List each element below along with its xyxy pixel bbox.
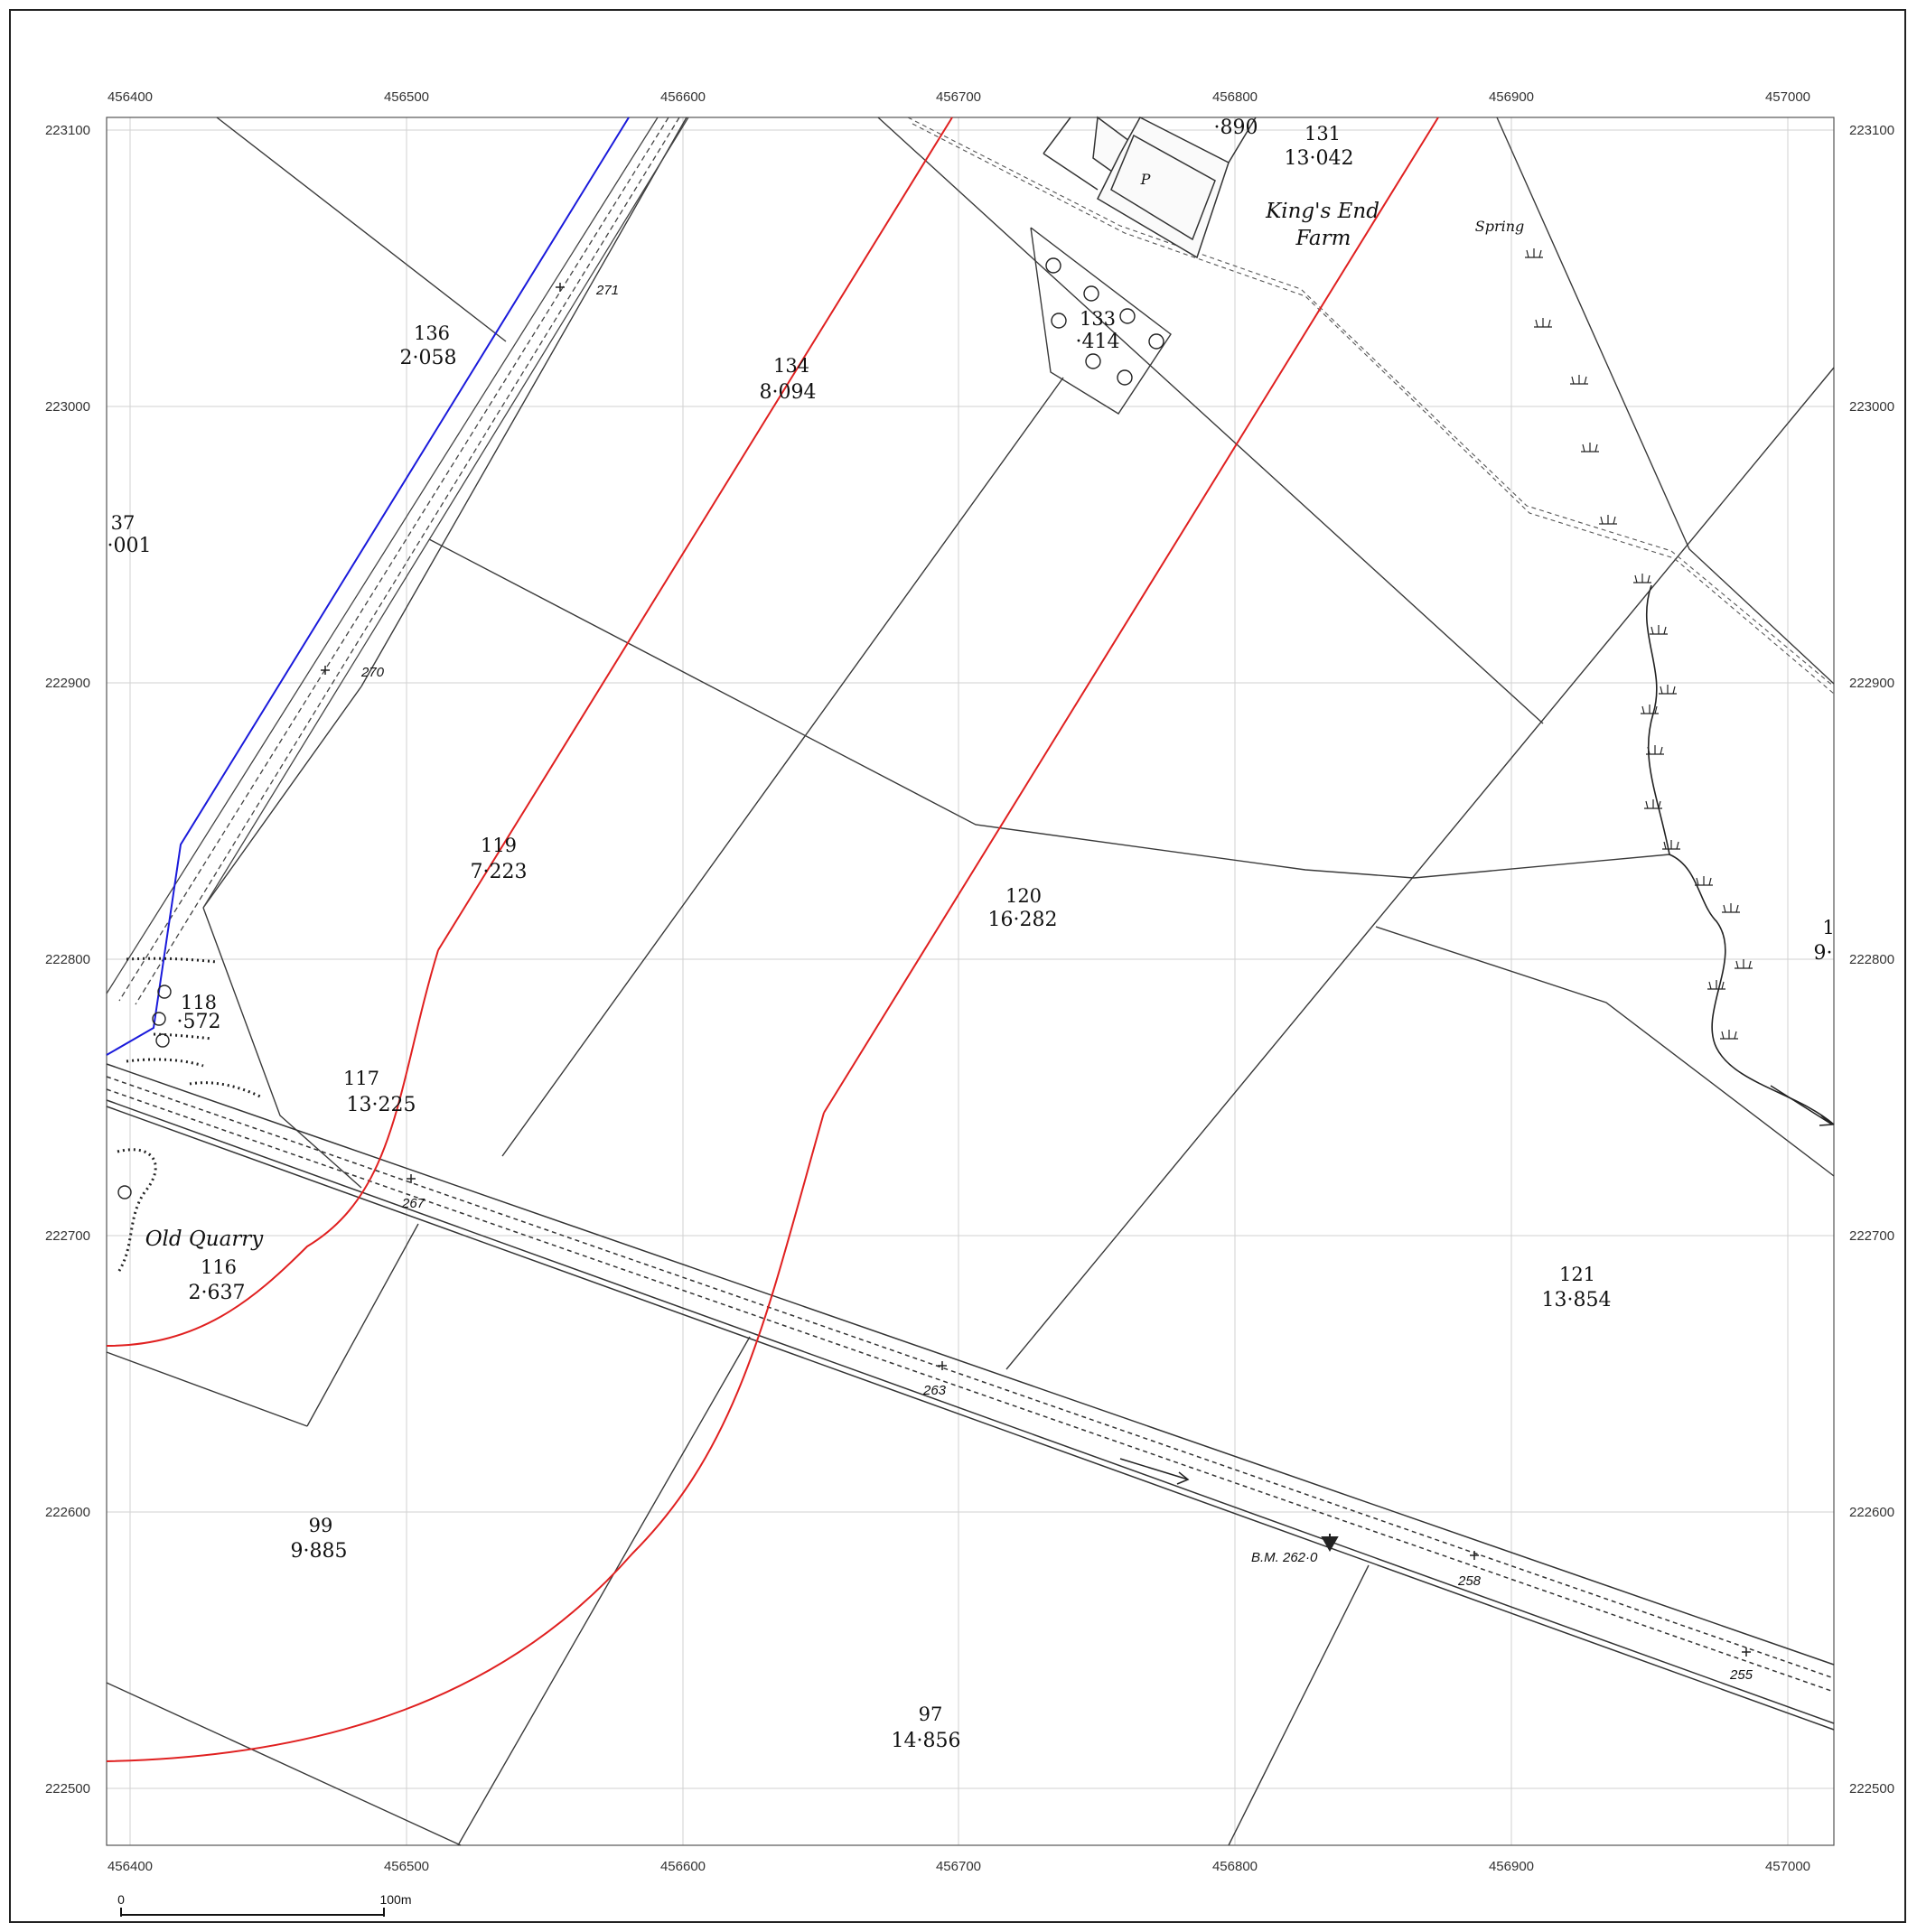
spot-height-markers [321,283,1751,1657]
y-tick-left: 222900 [45,676,90,691]
x-tick-top: 456400 [108,89,153,105]
parcel-area: 9· [1814,942,1833,965]
spot-height: 270 [360,665,385,680]
y-tick-right: 222500 [1849,1781,1894,1797]
flow-arrows [1119,1085,1834,1485]
x-tick-top: 457000 [1765,89,1810,105]
parcel-area: 16·282 [988,909,1058,931]
farm-buildings [1043,116,1257,259]
benchmark-label: B.M. 262·0 [1251,1550,1318,1565]
scale-start-label: 0 [117,1892,125,1907]
parcel-area: ·572 [177,1011,221,1033]
y-tick-right: 223100 [1849,123,1894,138]
y-tick-left: 223100 [45,123,90,138]
x-tick-bottom: 456800 [1212,1859,1258,1874]
parcel-number: 97 [919,1703,943,1725]
red-boundary [106,117,1439,1762]
parcel-area: 2·058 [400,347,457,369]
y-tick-right: 222700 [1849,1228,1894,1244]
field-boundaries [106,117,1835,1846]
road-north-south [106,117,689,1005]
spot-height-labels: 271 270 267 263 258 255 B.M. 262·0 [360,283,1753,1683]
x-tick-bottom: 456900 [1489,1859,1534,1874]
blue-boundary [106,117,630,1056]
y-tick-left: 222700 [45,1228,90,1244]
y-axis-left: 223100 223000 222900 222800 222700 22260… [45,123,90,1797]
place-name-old-quarry: Old Quarry [145,1227,265,1251]
parcel-area: ·890 [1214,117,1258,139]
x-tick-top: 456900 [1489,89,1534,105]
parcel-area: 13·042 [1285,147,1354,170]
parcel-number: 121 [1559,1264,1595,1285]
spot-height: 255 [1729,1667,1753,1683]
map-frame [9,9,1906,1923]
building-letter: P [1140,171,1151,188]
parcel-number: 133 [1080,308,1116,330]
place-name-spring: Spring [1475,218,1525,235]
parcel-area: 13·225 [347,1094,416,1116]
parcel-area: 2·637 [189,1282,246,1304]
x-tick-top: 456700 [936,89,981,105]
parcel-area: 13·854 [1542,1289,1612,1311]
x-tick-bottom: 456600 [660,1859,706,1874]
spot-height: 271 [595,283,619,298]
y-tick-left: 222600 [45,1505,90,1520]
parcel-area: 8·094 [760,381,817,404]
scale-end-label: 100m [379,1892,411,1907]
x-tick-bottom: 456400 [108,1859,153,1874]
parcel-number: 119 [481,835,517,856]
stream [1645,584,1835,1125]
x-tick-bottom: 456500 [384,1859,429,1874]
x-tick-bottom: 457000 [1765,1859,1810,1874]
y-tick-right: 222600 [1849,1505,1894,1520]
parcel-number: 136 [414,322,450,344]
parcel-area: ·001 [108,535,152,557]
main-road [106,1063,1835,1731]
parcel-area: 9·885 [291,1540,348,1563]
parcel-number: 118 [181,992,217,1013]
parcel-number: 131 [1304,123,1341,145]
y-tick-right: 223000 [1849,399,1894,415]
spot-height: 267 [401,1196,425,1211]
x-tick-bottom: 456700 [936,1859,981,1874]
parcel-number: 99 [309,1515,333,1536]
parcel-area: 14·856 [892,1730,961,1752]
parcel-number: 37 [111,512,136,534]
tree-symbols [117,257,1164,1199]
parcel-number: 117 [343,1068,379,1089]
y-axis-right: 223100 223000 222900 222800 222700 22260… [1849,123,1894,1797]
place-name-farm: Farm [1295,227,1351,250]
spot-height: 263 [922,1383,947,1398]
parcel-area: ·414 [1076,331,1120,353]
parcel-area: 7·223 [471,861,528,883]
x-tick-top: 456600 [660,89,706,105]
parcel-number: 116 [201,1256,237,1278]
x-tick-top: 456800 [1212,89,1258,105]
y-tick-right: 222800 [1849,952,1894,967]
y-tick-left: 223000 [45,399,90,415]
place-names: King's End Farm Old Quarry Spring P [145,171,1525,1251]
x-tick-top: 456500 [384,89,429,105]
parcel-number: 1 [1822,917,1834,938]
y-tick-left: 222800 [45,952,90,967]
grid-lines [107,117,1834,1845]
parcel-labels: 131 13·042 ·890 133 ·414 134 8·094 136 2… [108,117,1835,1752]
spot-height: 258 [1457,1573,1482,1589]
place-name-kings-end: King's End [1265,200,1379,223]
map-neatline [106,117,1835,1846]
benchmark-symbol [1321,1534,1339,1553]
marsh-symbols [1525,248,1753,1040]
scale-bar: 0 100m [117,1892,412,1917]
y-tick-left: 222500 [45,1781,90,1797]
parcel-number: 120 [1005,885,1042,907]
parcel-number: 134 [773,355,809,377]
farm-track [907,117,1835,695]
x-axis-top: 456400 456500 456600 456700 456800 45690… [108,89,1810,105]
y-tick-right: 222900 [1849,676,1894,691]
x-axis-bottom: 456400 456500 456600 456700 456800 45690… [108,1859,1810,1874]
